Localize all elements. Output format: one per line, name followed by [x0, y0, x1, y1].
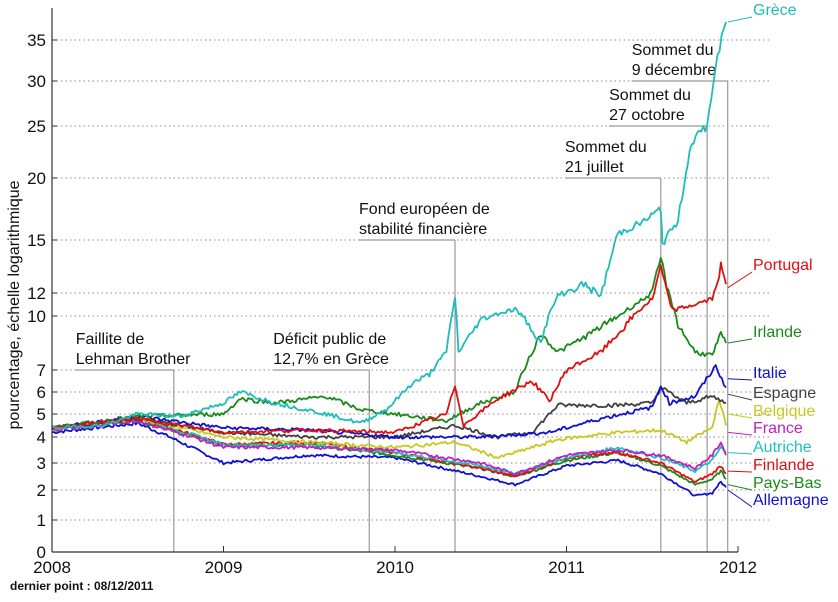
y-tick-label: 15 [27, 231, 46, 250]
series-label: Autriche [753, 439, 812, 456]
series-label: Allemagne [753, 492, 829, 509]
series-label-leader [727, 393, 753, 401]
y-tick-label: 0 [37, 543, 46, 562]
series-line-allemagne [51, 420, 727, 497]
event-annotation-line2: stabilité financière [359, 221, 487, 238]
series-lines [51, 21, 727, 497]
series-label: Pays-Bas [753, 475, 821, 492]
y-tick-label: 35 [27, 31, 46, 50]
series-label-leader [727, 271, 753, 289]
series-label-leader [727, 16, 753, 23]
series-label-leader [727, 413, 753, 419]
y-axis-label: pourcentage, échelle logarithmique [6, 180, 23, 429]
series-line-grèce [52, 21, 727, 430]
series-label-leader [727, 470, 753, 473]
event-annotation-line2: 27 octobre [609, 107, 685, 124]
event-annotation-line2: 9 décembre [632, 62, 717, 79]
y-tick-label: 6 [37, 383, 46, 402]
y-tick-label: 12 [27, 284, 46, 303]
event-annotation-line1: Sommet du [565, 139, 647, 156]
event-annotation-line2: 12,7% en Grèce [273, 351, 389, 368]
event-annotation-line1: Déficit public de [273, 331, 386, 348]
x-tick-label: 2010 [376, 558, 414, 577]
series-line-france [51, 419, 727, 476]
series-label-leader [727, 431, 753, 436]
series-label-leader [727, 489, 753, 508]
y-tick-label: 20 [27, 169, 46, 188]
y-tick-label: 30 [27, 72, 46, 91]
series-label: Espagne [753, 385, 816, 402]
series-label: Portugal [753, 257, 813, 274]
series-label-leader [727, 338, 753, 344]
series-labels: Grèce Portugal Irlande Italie EspagneBelgiqu… [727, 2, 829, 509]
series-line-italie [51, 364, 727, 440]
series-label-leader [727, 484, 753, 491]
series-label: Belgique [753, 403, 815, 420]
y-tick-label: 2 [37, 481, 46, 500]
x-tick-label: 2012 [719, 558, 757, 577]
x-tick-label: 2011 [548, 558, 585, 577]
y-tick-label: 5 [37, 405, 46, 424]
event-annotation-line2: Lehman Brother [76, 351, 191, 368]
x-tick-label: 2008 [33, 558, 71, 577]
event-annotation-line1: Sommet du [632, 42, 714, 59]
y-tick-label: 4 [37, 428, 46, 447]
series-line-portugal [51, 261, 727, 435]
y-tick-label: 1 [37, 511, 46, 530]
y-tick-label: 7 [37, 361, 46, 380]
y-tick-label: 25 [27, 117, 46, 136]
x-tick-label: 2009 [205, 558, 243, 577]
series-label: France [753, 420, 803, 437]
event-markers: Faillite de Lehman Brother Déficit public … [75, 42, 729, 552]
event-annotation-line1: Faillite de [76, 331, 145, 348]
series-label: Italie [753, 365, 787, 382]
series-label-leader [727, 378, 753, 381]
series-label-leader [727, 452, 753, 455]
event-annotation-line1: Fond européen de [359, 201, 490, 218]
series-label: Grèce [753, 2, 797, 19]
event-annotation-line2: 21 juillet [565, 159, 624, 176]
event-annotation-line1: Sommet du [609, 87, 691, 104]
x-ticks: 2008 2009 2010 2011 2012 [33, 546, 757, 577]
y-tick-label: 3 [37, 454, 46, 473]
series-label: Finlande [753, 457, 814, 474]
footnote: dernier point : 08/12/2011 [10, 579, 154, 593]
series-label: Irlande [753, 324, 802, 341]
y-tick-label: 10 [27, 307, 46, 326]
